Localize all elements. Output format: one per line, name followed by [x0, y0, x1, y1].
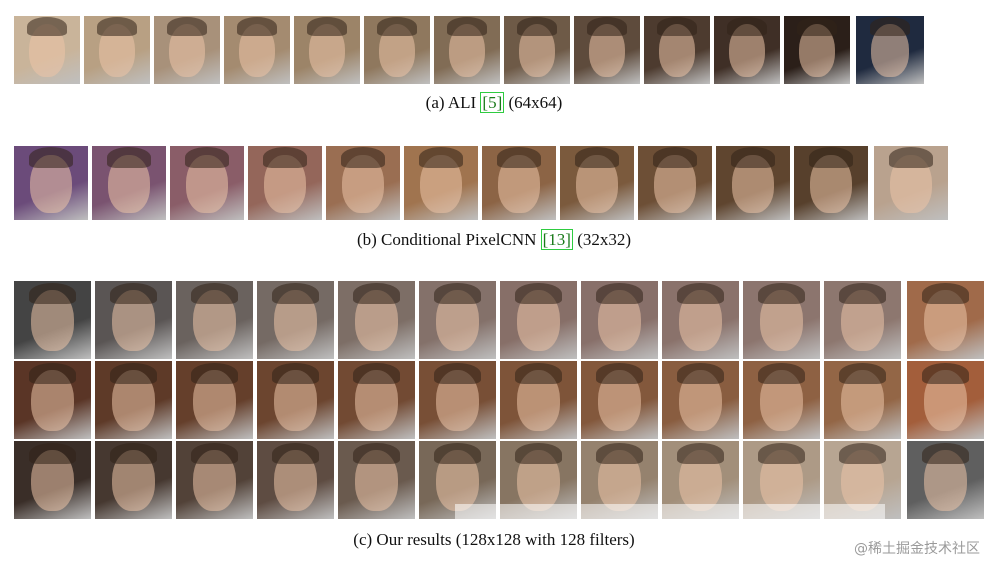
ours-row1-face-target: [907, 281, 984, 359]
pixelcnn-face-2: [92, 146, 166, 220]
caption-a-citation-link[interactable]: [5]: [480, 92, 505, 113]
site-watermark: @稀土掘金技术社区: [854, 541, 980, 557]
ours-row2-face-4: [257, 361, 334, 439]
ours-row1-face-5: [338, 281, 415, 359]
ali-face-row: [14, 16, 924, 84]
caption-a: (a) ALI [5] (64x64): [0, 92, 988, 113]
ours-row3-face-3: [176, 441, 253, 519]
ours-row2-face-11: [824, 361, 901, 439]
ali-face-9: [574, 16, 640, 84]
ours-row2-face-1: [14, 361, 91, 439]
caption-b-prefix: (b) Conditional PixelCNN: [356, 230, 541, 249]
ours-row2-face-3: [176, 361, 253, 439]
ours-face-row-3: [14, 441, 984, 519]
ours-row2-face-10: [743, 361, 820, 439]
watermark-overlay: [455, 504, 885, 526]
pixelcnn-face-1: [14, 146, 88, 220]
ours-face-row-1: [14, 281, 984, 359]
ours-row1-face-11: [824, 281, 901, 359]
caption-c: (c) Our results (128x128 with 128 filter…: [353, 530, 635, 549]
pixelcnn-face-3: [170, 146, 244, 220]
ours-row3-face-1: [14, 441, 91, 519]
pixelcnn-face-4: [248, 146, 322, 220]
ali-face-4: [224, 16, 290, 84]
ours-row2-face-6: [419, 361, 496, 439]
pixelcnn-face-8: [560, 146, 634, 220]
caption-b-suffix: (32x32): [572, 230, 632, 249]
ours-row3-face-4: [257, 441, 334, 519]
ali-face-12: [784, 16, 850, 84]
ours-face-row-2: [14, 361, 984, 439]
ali-face-2: [84, 16, 150, 84]
ours-row1-face-7: [500, 281, 577, 359]
caption-b-citation-link[interactable]: [13]: [540, 229, 573, 250]
caption-b: (b) Conditional PixelCNN [13] (32x32): [0, 229, 988, 250]
ours-row2-face-target: [907, 361, 984, 439]
pixelcnn-face-target: [874, 146, 948, 220]
pixelcnn-face-row: [14, 146, 948, 220]
ali-face-10: [644, 16, 710, 84]
ours-row3-face-2: [95, 441, 172, 519]
ali-face-3: [154, 16, 220, 84]
ours-row1-face-3: [176, 281, 253, 359]
ali-face-5: [294, 16, 360, 84]
ours-row1-face-8: [581, 281, 658, 359]
ours-row2-face-7: [500, 361, 577, 439]
ali-face-6: [364, 16, 430, 84]
ours-row1-face-6: [419, 281, 496, 359]
ali-face-1: [14, 16, 80, 84]
ours-row3-face-5: [338, 441, 415, 519]
ours-row1-face-4: [257, 281, 334, 359]
ali-face-8: [504, 16, 570, 84]
pixelcnn-face-6: [404, 146, 478, 220]
ours-row2-face-9: [662, 361, 739, 439]
ours-row2-face-5: [338, 361, 415, 439]
ours-row1-face-9: [662, 281, 739, 359]
ours-row1-face-10: [743, 281, 820, 359]
pixelcnn-face-9: [638, 146, 712, 220]
ours-row3-face-target: [907, 441, 984, 519]
ali-face-target: [856, 16, 924, 84]
caption-a-prefix: (a) ALI: [425, 93, 481, 112]
pixelcnn-face-11: [794, 146, 868, 220]
ours-row2-face-2: [95, 361, 172, 439]
ours-row2-face-8: [581, 361, 658, 439]
ours-row1-face-2: [95, 281, 172, 359]
pixelcnn-face-7: [482, 146, 556, 220]
ours-row1-face-1: [14, 281, 91, 359]
pixelcnn-face-5: [326, 146, 400, 220]
ali-face-11: [714, 16, 780, 84]
pixelcnn-face-10: [716, 146, 790, 220]
ali-face-7: [434, 16, 500, 84]
caption-a-suffix: (64x64): [504, 93, 563, 112]
